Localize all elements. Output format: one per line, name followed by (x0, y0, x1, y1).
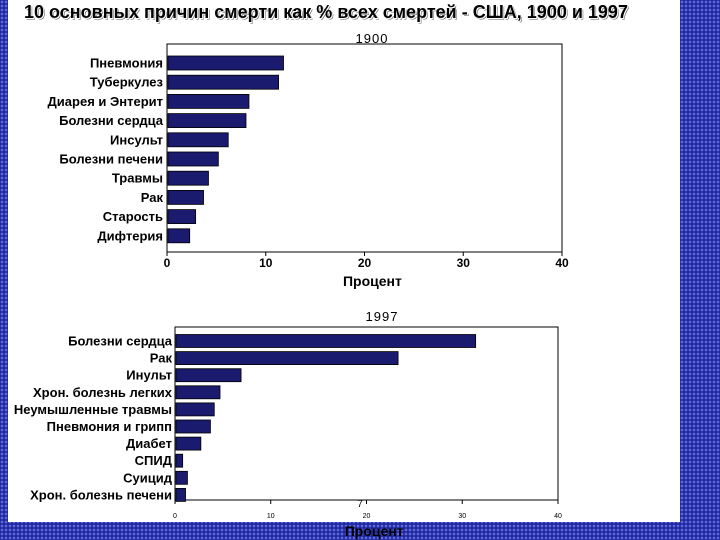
x-axis-label: Процент (343, 273, 402, 289)
category-label: Пневмония и грипп (47, 419, 172, 434)
bar (175, 385, 221, 400)
bar (167, 189, 204, 205)
category-label: Дифтерия (97, 228, 163, 243)
category-label: Суицид (123, 470, 173, 485)
category-label: Диарея и Энтерит (48, 94, 163, 109)
category-label: Туберкулез (90, 75, 164, 90)
x-tick-label: 0 (164, 256, 171, 270)
bar (167, 132, 229, 148)
category-label: Неумышленные травмы (14, 402, 172, 417)
x-tick-label: 40 (555, 256, 569, 270)
x-tick-label: 30 (457, 256, 471, 270)
bar (167, 55, 284, 71)
x-tick-label: 20 (363, 513, 371, 520)
bar (175, 402, 215, 417)
category-label: Болезни сердца (59, 113, 164, 128)
x-tick-label: 10 (267, 513, 275, 520)
category-label: СПИД (135, 453, 173, 468)
category-label: Диабет (126, 436, 172, 451)
category-label: Старость (103, 209, 163, 224)
bar (167, 113, 247, 128)
category-label: Хрон. болезнь легких (33, 385, 173, 400)
category-label: Пневмония (90, 56, 163, 71)
bar (175, 351, 399, 366)
category-label: Рак (150, 351, 173, 366)
bar (175, 470, 188, 485)
category-label: Болезни печени (59, 152, 163, 167)
category-label: Рак (141, 190, 164, 205)
category-label: Болезни сердца (68, 334, 173, 349)
bar (175, 334, 477, 348)
x-tick-label: 0 (173, 513, 177, 520)
x-tick-label: 20 (358, 256, 372, 270)
bar (167, 209, 197, 225)
bar (175, 453, 184, 468)
chart-title: 1900 (356, 31, 389, 46)
chart-annotation: 7 (357, 499, 363, 510)
category-label: Хрон. болезнь печени (30, 487, 172, 502)
bar (167, 94, 250, 109)
bar (167, 170, 209, 186)
bar (175, 419, 211, 434)
bar (167, 74, 279, 90)
x-tick-label: 10 (259, 256, 273, 270)
bar (167, 151, 219, 167)
slide-title: 10 основных причин смерти как % всех сме… (24, 2, 628, 22)
bar (167, 228, 191, 244)
category-label: Травмы (112, 171, 163, 186)
category-label: Инульт (126, 368, 172, 383)
x-tick-label: 30 (458, 513, 466, 520)
bar (175, 436, 202, 451)
bar (175, 368, 242, 383)
x-tick-label: 40 (554, 513, 562, 520)
category-label: Инсульт (110, 132, 163, 147)
bar (175, 487, 186, 502)
x-axis-label: Процент (345, 523, 404, 539)
chart-title: 1997 (366, 309, 399, 324)
